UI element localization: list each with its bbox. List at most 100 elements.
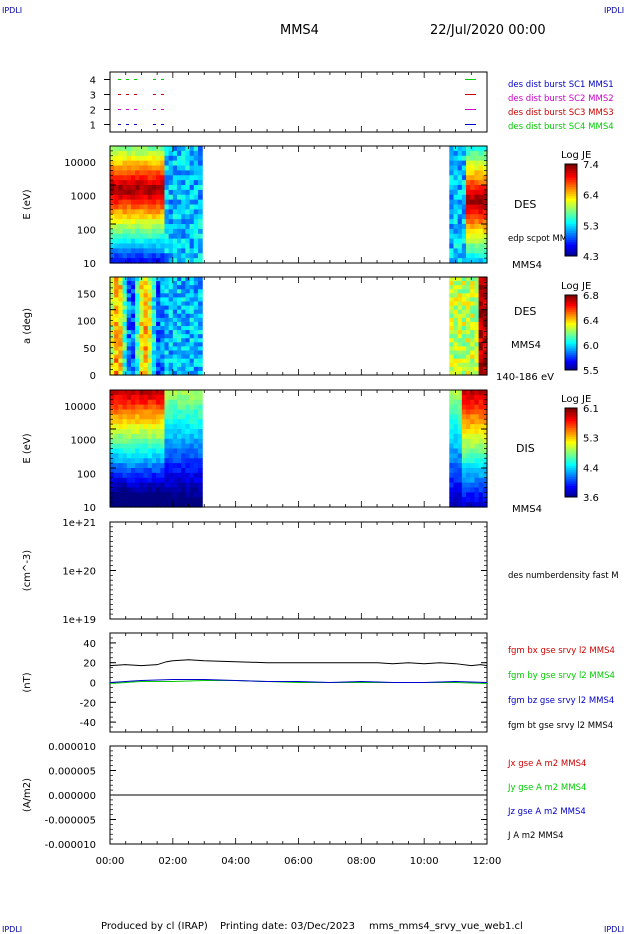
spectrogram-cell: [466, 285, 471, 290]
spectrogram-cell: [197, 390, 203, 396]
spectrogram-cell: [466, 404, 471, 411]
y-tick-label: 0: [90, 679, 96, 690]
spectrogram-cell: [143, 438, 149, 445]
spectrogram-cell: [147, 185, 153, 191]
spectrogram-cell: [461, 433, 467, 440]
spectrogram-cell: [122, 350, 128, 356]
spectrogram-cell: [474, 309, 480, 315]
spectrogram-cell: [164, 243, 170, 249]
spectrogram-cell: [118, 414, 124, 420]
spectrogram-cell: [193, 194, 199, 201]
spectrogram-cell: [466, 409, 471, 415]
spectrogram-cell: [126, 362, 132, 368]
spectrogram-cell: [197, 419, 203, 425]
spectrogram-cell: [193, 390, 199, 396]
spectrogram-cell: [189, 390, 195, 396]
spectrogram-cell: [118, 170, 124, 176]
spectrogram-cell: [126, 146, 132, 152]
spectrogram-cell: [482, 170, 488, 176]
spectrogram-cell: [160, 170, 166, 176]
spectrogram-cell: [160, 482, 166, 489]
spectrogram-cell: [130, 366, 136, 372]
spectrogram-cell: [135, 301, 140, 307]
spectrogram-cell: [461, 390, 467, 396]
spectrogram-cell: [168, 289, 174, 294]
spectrogram-cell: [147, 366, 153, 372]
y-tick-label: 50: [83, 344, 96, 355]
spectrogram-cell: [156, 482, 161, 489]
spectrogram-cell: [160, 199, 166, 206]
spectrogram-cell: [160, 313, 166, 319]
spectrogram-cell: [151, 238, 157, 245]
spectrogram-cell: [110, 150, 115, 157]
spectrogram-cell: [135, 468, 140, 474]
spectrogram-cell: [478, 482, 484, 489]
spectrogram-cell: [135, 477, 140, 484]
spectrogram-cell: [482, 253, 488, 259]
spectrogram-cell: [466, 189, 471, 196]
spectrogram-cell: [172, 146, 178, 152]
spectrogram-cell: [453, 305, 459, 311]
spectrogram-cell: [130, 165, 136, 171]
series-line: [109, 679, 488, 684]
spectrogram-cell: [151, 346, 157, 352]
spectrogram-cell: [147, 362, 153, 368]
spectrogram-cell: [164, 453, 170, 459]
spectrogram-cell: [172, 394, 178, 401]
y-tick-label: 2: [90, 106, 96, 117]
spectrogram-cell: [197, 463, 203, 469]
spectrogram-cell: [197, 429, 203, 435]
y-tick-label: 1000: [71, 192, 96, 203]
spectrogram-cell: [466, 219, 471, 225]
spectrogram-cell: [114, 321, 119, 327]
spectrogram-cell: [449, 366, 455, 372]
colorbar-segment: [565, 251, 577, 255]
spectrogram-cell: [181, 482, 186, 489]
spectrogram-cell: [160, 409, 166, 415]
spectrogram-cell: [478, 334, 484, 339]
spectrogram-cell: [461, 448, 467, 454]
spectrogram-cell: [457, 350, 463, 356]
spectrogram-cell: [143, 362, 149, 368]
spectrogram-cell: [139, 317, 145, 323]
spectrogram-cell: [461, 463, 467, 469]
spectrogram-cell: [482, 330, 488, 335]
spectrogram-cell: [143, 301, 149, 307]
spectrogram-cell: [177, 414, 182, 420]
spectrogram-cell: [189, 253, 195, 259]
spectrogram-cell: [453, 219, 459, 225]
spectrogram-cell: [478, 472, 484, 479]
spectrogram-cell: [130, 477, 136, 484]
spectrogram-cell: [130, 463, 136, 469]
spectrogram-cell: [482, 150, 488, 157]
colorbar-segment: [565, 366, 577, 369]
spectrogram-cell: [449, 424, 455, 430]
spectrogram-cell: [143, 463, 149, 469]
spectrogram-cell: [156, 354, 161, 360]
spectrogram-cell: [461, 313, 467, 319]
spectrogram-cell: [147, 433, 153, 440]
spectrogram-cell: [185, 293, 191, 299]
spectrogram-cell: [474, 342, 480, 348]
spectrogram-cell: [189, 175, 195, 181]
colorbar-tick-label: 3.6: [583, 493, 599, 504]
spectrogram-cell: [151, 468, 157, 474]
spectrogram-cell: [164, 233, 170, 240]
spectrogram-cell: [147, 305, 153, 311]
spectrogram-cell: [151, 350, 157, 356]
spectrogram-cell: [160, 293, 166, 299]
spectrogram-cell: [143, 358, 149, 364]
spectrogram-cell: [135, 394, 140, 401]
spectrogram-cell: [177, 482, 182, 489]
colorbar-segment: [565, 472, 577, 476]
spectrogram-cell: [147, 297, 153, 303]
spectrogram-cell: [172, 390, 178, 396]
spectrogram-cell: [147, 309, 153, 315]
spectrogram-cell: [478, 354, 484, 360]
spectrogram-cell: [482, 214, 488, 220]
spectrogram-cell: [114, 160, 119, 167]
spectrogram-cell: [151, 305, 157, 311]
spectrogram-cell: [147, 165, 153, 171]
spectrogram-cell: [177, 477, 182, 484]
